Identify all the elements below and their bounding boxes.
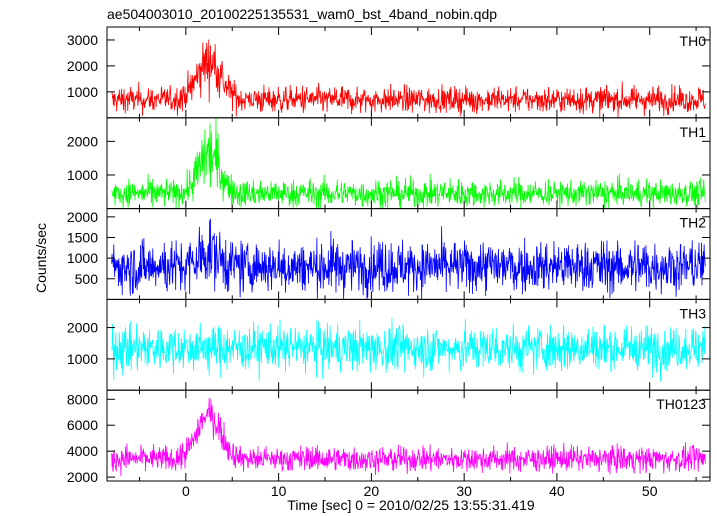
y-tick-label: 2000 — [67, 58, 98, 74]
x-tick-label: 40 — [549, 483, 565, 499]
y-tick-label: 1500 — [67, 229, 98, 245]
panel-frame — [106, 389, 711, 482]
x-tick-label: 20 — [364, 483, 380, 499]
series-line-th2 — [111, 218, 706, 300]
y-tick-label: 3000 — [67, 32, 98, 48]
y-tick-label: 2000 — [67, 469, 98, 485]
panel-label-th2: TH2 — [680, 215, 707, 231]
y-tick-label: 1000 — [67, 84, 98, 100]
y-tick-label: 500 — [75, 271, 99, 287]
y-tick-label: 1000 — [67, 167, 98, 183]
y-tick-label: 2000 — [67, 133, 98, 149]
series-line-th0 — [111, 39, 706, 118]
series-line-th3 — [111, 317, 706, 382]
x-tick-label: 50 — [642, 483, 658, 499]
series-line-th0123 — [111, 397, 706, 477]
x-tick-label: 10 — [271, 483, 287, 499]
panel-label-th0123: TH0123 — [656, 396, 706, 412]
y-tick-label: 8000 — [67, 391, 98, 407]
x-tick-label: 0 — [182, 483, 190, 499]
x-tick-label: 30 — [456, 483, 472, 499]
panel-label-th3: TH3 — [680, 305, 707, 321]
panel-label-th0: TH0 — [680, 33, 707, 49]
y-tick-label: 2000 — [67, 209, 98, 225]
panel-label-th1: TH1 — [680, 124, 707, 140]
x-axis-label: Time [sec] 0 = 2010/02/25 13:55:31.419 — [287, 497, 535, 513]
y-tick-label: 6000 — [67, 417, 98, 433]
chart-title: ae504003010_20100225135531_wam0_bst_4ban… — [107, 6, 497, 22]
y-axis-label: Counts/sec — [33, 223, 49, 293]
y-tick-label: 4000 — [67, 443, 98, 459]
y-tick-label: 1000 — [67, 250, 98, 266]
y-tick-label: 1000 — [67, 351, 98, 367]
y-tick-label: 2000 — [67, 320, 98, 336]
series-line-th1 — [111, 117, 706, 209]
